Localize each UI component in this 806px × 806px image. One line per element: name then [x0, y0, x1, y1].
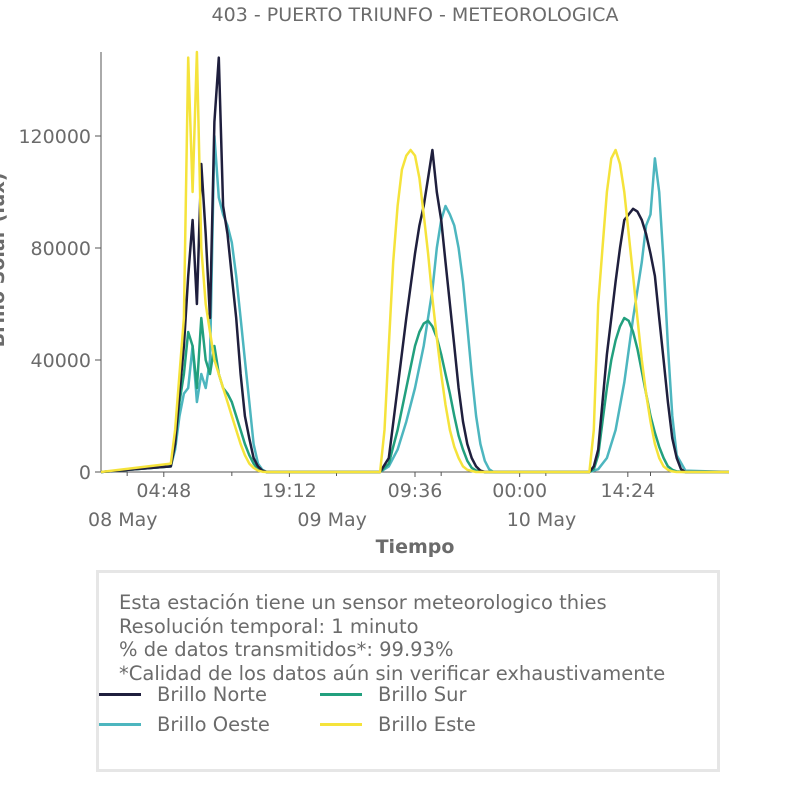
info-line-transmitted: % de datos transmitidos*: 99.93% — [119, 638, 454, 661]
y-tick-label: 120000 — [18, 126, 91, 148]
y-tick-label: 0 — [79, 462, 91, 484]
info-line-quality: *Calidad de los datos aún sin verificar … — [119, 661, 666, 685]
info-text: Esta estación tiene un sensor meteorolog… — [119, 591, 665, 685]
x-tick-label: 00:00 — [492, 480, 547, 502]
series-line-brillo-norte — [100, 56, 729, 474]
x-tick-label: 19:12 — [262, 480, 317, 502]
legend-label-oeste: Brillo Oeste — [157, 712, 270, 736]
legend-swatch-sur — [320, 692, 362, 696]
x-tick-label: 04:48 — [136, 480, 191, 502]
legend-label-norte: Brillo Norte — [157, 682, 267, 706]
legend-item-este: Brillo Este — [320, 711, 476, 737]
chart-title: 403 - PUERTO TRIUNFO - METEOROLOGICA — [212, 4, 619, 26]
legend-item-oeste: Brillo Oeste — [99, 711, 270, 737]
chart: 403 - PUERTO TRIUNFO - METEOROLOGICA Bri… — [0, 4, 730, 558]
legend-swatch-este — [320, 722, 362, 726]
x-tick-label: 14:24 — [600, 480, 655, 502]
x-date-label: 08 May — [88, 509, 158, 531]
legend-label-sur: Brillo Sur — [378, 682, 467, 706]
y-tick-label: 80000 — [31, 238, 91, 260]
info-box: Esta estación tiene un sensor meteorolog… — [96, 570, 720, 772]
x-axis-label: Tiempo — [376, 536, 455, 558]
legend-label-este: Brillo Este — [378, 712, 476, 736]
info-line-resolution: Resolución temporal: 1 minuto — [119, 614, 419, 638]
y-tick-label: 40000 — [31, 350, 91, 372]
y-axis-label: Brillo Solar (lux) — [0, 173, 9, 348]
legend-swatch-norte — [99, 692, 141, 696]
x-date-label: 09 May — [297, 509, 367, 531]
legend-item-norte: Brillo Norte — [99, 681, 267, 707]
series-line-brillo-este — [100, 50, 729, 474]
legend-swatch-oeste — [99, 722, 141, 726]
plot-area: 0 40000 80000 120000 04:48 19:12 09:36 00:00 14:… — [18, 50, 730, 531]
x-tick-label: 09:36 — [388, 480, 443, 502]
info-line-sensor: Esta estación tiene un sensor meteorolog… — [119, 591, 607, 614]
legend-item-sur: Brillo Sur — [320, 681, 467, 707]
x-date-label: 10 May — [507, 509, 577, 531]
